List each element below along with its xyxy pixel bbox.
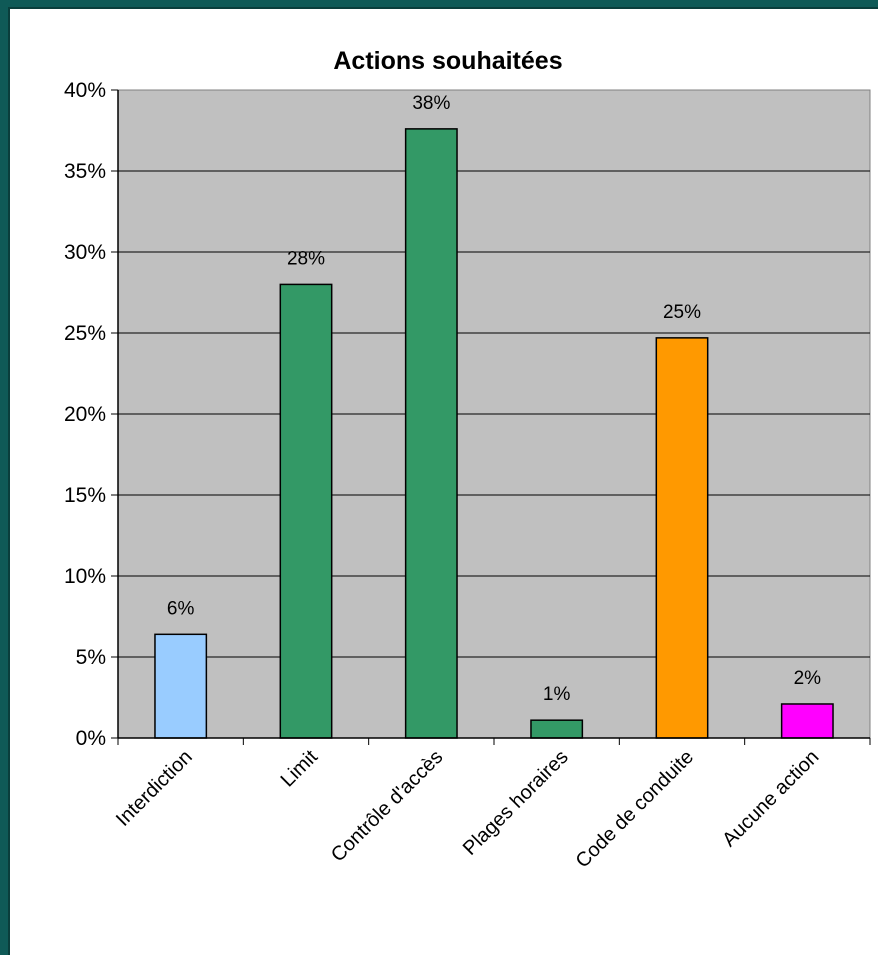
bar bbox=[154, 633, 208, 739]
data-label: 25% bbox=[663, 302, 701, 323]
chart-frame: Actions souhaitées 0% 5% 10% 15% 20% 25% 30% 35… bbox=[8, 7, 878, 955]
category-label: Contrôle d'accès bbox=[327, 746, 447, 866]
category-label: Limit bbox=[277, 746, 323, 792]
y-tick-label: 40% bbox=[64, 79, 106, 102]
category-label: Interdiction bbox=[112, 746, 197, 831]
y-tick-label: 25% bbox=[64, 322, 106, 345]
data-label: 2% bbox=[794, 668, 822, 689]
y-tick-label: 10% bbox=[64, 565, 106, 588]
bar bbox=[404, 128, 458, 739]
bar bbox=[780, 703, 834, 739]
y-tick-label: 15% bbox=[64, 484, 106, 507]
y-tick-label: 35% bbox=[64, 160, 106, 183]
data-label: 28% bbox=[287, 248, 325, 269]
grid-lines bbox=[118, 170, 870, 658]
chart-title: Actions souhaitées bbox=[333, 47, 562, 75]
y-tick-label: 20% bbox=[64, 403, 106, 426]
axes bbox=[111, 89, 871, 745]
category-label: Plages horaires bbox=[459, 746, 573, 860]
bar bbox=[279, 283, 333, 739]
y-tick-label: 5% bbox=[76, 646, 106, 669]
y-tick-label: 30% bbox=[64, 241, 106, 264]
bar bbox=[530, 719, 584, 739]
data-label: 1% bbox=[543, 684, 571, 705]
bar bbox=[655, 337, 709, 739]
data-label: 6% bbox=[167, 598, 195, 619]
data-label: 38% bbox=[412, 93, 450, 114]
bars bbox=[154, 128, 834, 739]
category-label: Aucune action bbox=[718, 746, 823, 851]
category-label: Code de conduite bbox=[572, 746, 698, 872]
bar-chart: Actions souhaitées 0% 5% 10% 15% 20% 25% 30% 35… bbox=[64, 47, 871, 872]
y-tick-label: 0% bbox=[76, 727, 106, 750]
